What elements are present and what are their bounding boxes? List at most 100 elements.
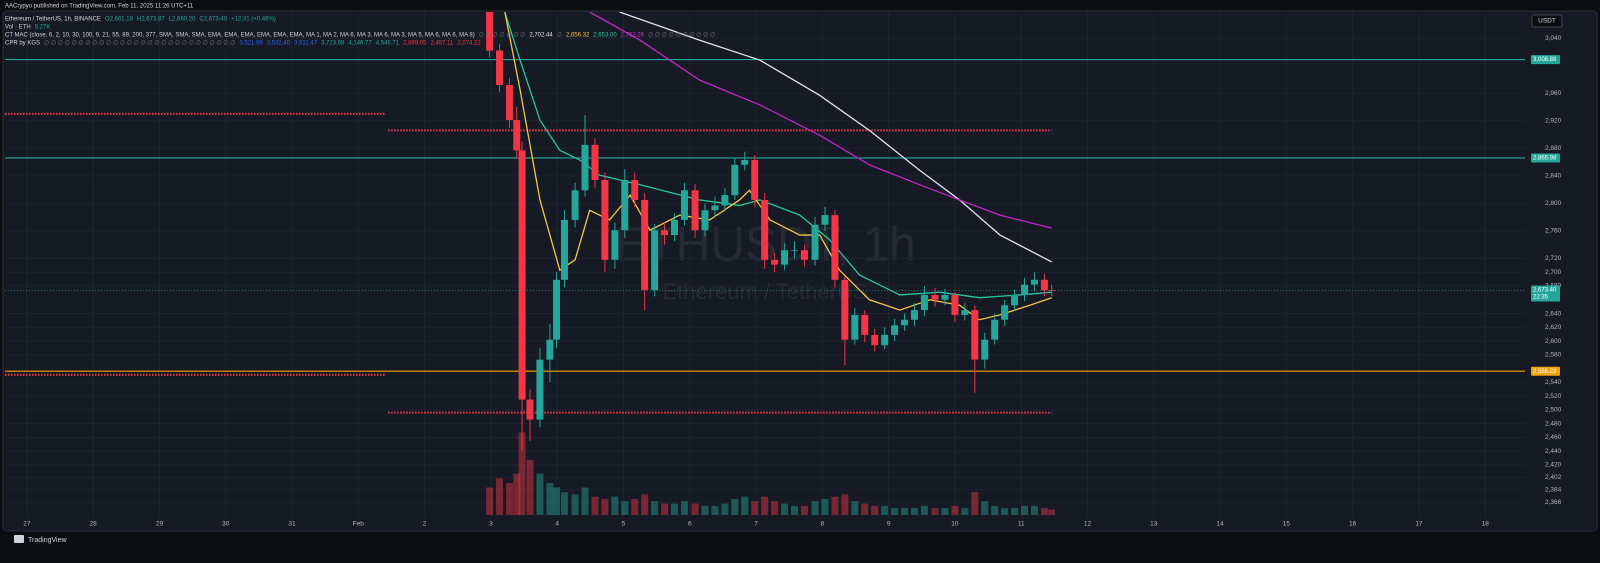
y-tick-label: 2,500	[1545, 407, 1562, 414]
candle-body	[641, 199, 649, 291]
legend-item: 2,899.05	[403, 41, 427, 47]
candle-body	[1001, 305, 1009, 320]
candle-body	[910, 310, 918, 320]
candle-body	[1011, 294, 1019, 306]
legend-item: L2,660.20	[169, 17, 196, 23]
x-tick-label: 30	[222, 521, 230, 528]
candle-body	[611, 230, 619, 260]
volume-bar	[1030, 505, 1038, 515]
volume-bar	[536, 473, 544, 515]
legend-item: 2,653.00	[593, 33, 617, 39]
volume-bar	[1011, 508, 1019, 515]
candle-body	[920, 294, 928, 311]
volume-bar	[811, 501, 819, 515]
currency[interactable]: USDT	[1538, 18, 1556, 25]
legend-item: ∅ ∅ ∅ ∅ ∅ ∅ ∅ ∅ ∅ ∅	[648, 32, 715, 39]
countdown: 22:35	[1533, 295, 1549, 301]
candle-body	[761, 199, 769, 260]
volume-bar	[505, 482, 513, 515]
volume-bar	[920, 505, 928, 515]
volume-bar	[910, 508, 918, 515]
candle-body	[901, 319, 909, 326]
volume-bar	[641, 494, 649, 515]
legend-item: Vol · ETH	[5, 25, 31, 31]
candle-body	[661, 230, 669, 236]
x-tick-label: 14	[1216, 521, 1224, 528]
level-label: 2,556.23	[1533, 369, 1557, 375]
volume-bar	[971, 492, 979, 515]
y-tick-label: 2,700	[1545, 269, 1562, 276]
volume-bar	[581, 487, 589, 515]
x-tick-label: Feb	[353, 521, 365, 528]
x-tick-label: 9	[887, 521, 891, 528]
candle-body	[841, 279, 849, 340]
volume-bar	[661, 503, 669, 515]
y-tick-label: 2,440	[1545, 448, 1562, 455]
volume-bar	[931, 508, 939, 515]
candle-body	[505, 84, 513, 121]
candle-body	[651, 230, 659, 291]
volume-bar	[546, 482, 554, 515]
volume-bar	[751, 501, 759, 515]
candle-body	[790, 250, 798, 251]
brand-logo	[14, 535, 24, 543]
moving-average	[504, 12, 1052, 299]
x-tick-label: 28	[90, 521, 98, 528]
candle-body	[961, 310, 969, 315]
volume-bar	[691, 503, 699, 515]
volume-bar	[941, 508, 949, 515]
legend-item: ∅	[557, 32, 562, 39]
candle-body	[871, 334, 879, 346]
volume-bar	[841, 494, 849, 515]
volume-bar	[553, 487, 561, 515]
x-tick-label: 3	[489, 521, 493, 528]
candle-body	[800, 250, 808, 260]
volume-bar	[891, 508, 899, 515]
volume-bar	[901, 508, 909, 515]
candle-body	[591, 144, 599, 180]
volume-bar	[821, 498, 829, 515]
legend-item: 3,532.40	[267, 41, 291, 47]
volume-bar	[486, 487, 494, 515]
candle-body	[671, 219, 679, 236]
level-label: 2,865.98	[1533, 156, 1557, 162]
candle-body	[811, 224, 819, 260]
volume-bar	[731, 498, 739, 515]
volume-bar	[591, 496, 599, 515]
legend-item: 2,702.44	[529, 33, 553, 39]
candle-body	[518, 150, 526, 400]
candle-body	[781, 250, 789, 265]
candle-body	[701, 210, 709, 231]
currency-box[interactable]	[1531, 14, 1563, 28]
y-tick-label: 2,840	[1545, 173, 1562, 180]
y-tick-label: 2,480	[1545, 420, 1562, 427]
candle-body	[621, 179, 629, 231]
volume-bar	[1001, 508, 1009, 515]
level-label-box	[1531, 55, 1560, 65]
volume-bar	[496, 478, 504, 515]
legend-item: 4,546.71	[376, 41, 400, 47]
candle-body	[731, 164, 739, 196]
last-price-box	[1531, 285, 1560, 302]
candle-body	[861, 314, 869, 335]
x-tick-label: 11	[1018, 521, 1025, 528]
y-tick-label: 2,420	[1545, 462, 1562, 469]
candle-body	[631, 179, 639, 200]
candle-body	[1030, 279, 1038, 285]
volume-bar	[631, 498, 639, 515]
legend-item: CT MAC (close, 6, 2, 10, 30, 100, 9, 21,…	[5, 33, 475, 39]
level-label-box	[1531, 153, 1560, 163]
candle-body	[721, 195, 729, 206]
candle-body	[951, 294, 959, 315]
x-tick-label: 7	[754, 521, 758, 528]
candle-body	[711, 205, 719, 211]
volume-bar	[781, 503, 789, 515]
candle-body	[513, 120, 521, 151]
candle-body	[1040, 279, 1048, 291]
candle-body	[571, 190, 579, 220]
y-tick-label: 2,540	[1545, 379, 1562, 386]
volume-bar	[560, 492, 568, 515]
last-price-label: 2,673.40	[1533, 288, 1557, 294]
y-tick-label: 2,640	[1545, 310, 1562, 317]
y-tick-label: 2,366	[1545, 499, 1562, 506]
